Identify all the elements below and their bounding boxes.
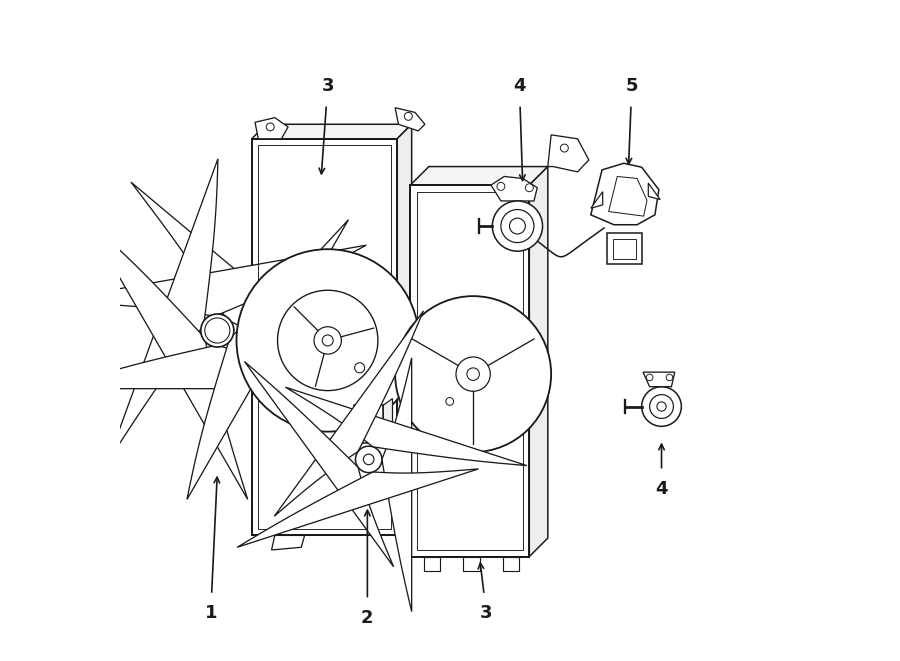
Polygon shape: [648, 183, 661, 200]
Circle shape: [237, 249, 418, 432]
Circle shape: [205, 318, 230, 343]
Circle shape: [456, 357, 491, 391]
Text: 5: 5: [626, 77, 638, 95]
Text: 2: 2: [361, 609, 374, 627]
Polygon shape: [590, 163, 659, 225]
Polygon shape: [503, 557, 519, 571]
Polygon shape: [395, 108, 425, 131]
Polygon shape: [529, 167, 548, 557]
Text: 3: 3: [480, 604, 492, 623]
Circle shape: [277, 290, 378, 391]
Polygon shape: [56, 345, 379, 389]
Circle shape: [404, 112, 412, 120]
Polygon shape: [464, 557, 480, 571]
Circle shape: [646, 374, 652, 381]
Circle shape: [509, 218, 526, 234]
Circle shape: [201, 314, 234, 347]
Polygon shape: [491, 176, 537, 201]
Polygon shape: [272, 535, 304, 550]
Polygon shape: [424, 557, 440, 571]
Polygon shape: [410, 167, 548, 185]
Text: 4: 4: [513, 77, 526, 95]
Polygon shape: [107, 159, 218, 463]
Text: 3: 3: [321, 77, 334, 95]
Polygon shape: [285, 387, 526, 465]
Polygon shape: [643, 372, 675, 387]
Circle shape: [356, 446, 382, 473]
Polygon shape: [131, 182, 378, 390]
Circle shape: [355, 363, 365, 373]
Polygon shape: [355, 405, 383, 443]
Circle shape: [364, 454, 374, 465]
Circle shape: [497, 182, 505, 190]
Circle shape: [501, 210, 534, 243]
Circle shape: [650, 395, 673, 418]
Text: 1: 1: [204, 604, 217, 623]
Polygon shape: [382, 358, 411, 611]
Circle shape: [642, 387, 681, 426]
Circle shape: [314, 327, 341, 354]
Circle shape: [526, 184, 534, 192]
Circle shape: [395, 296, 551, 452]
Circle shape: [666, 374, 673, 381]
Polygon shape: [255, 118, 288, 139]
Polygon shape: [237, 469, 479, 547]
Text: 4: 4: [655, 480, 668, 498]
Circle shape: [446, 397, 454, 405]
Circle shape: [657, 402, 666, 411]
Circle shape: [266, 123, 274, 131]
Polygon shape: [274, 311, 423, 516]
Polygon shape: [252, 124, 411, 139]
Polygon shape: [383, 399, 392, 443]
Circle shape: [209, 322, 226, 339]
Polygon shape: [410, 185, 529, 557]
Polygon shape: [548, 135, 589, 172]
Circle shape: [561, 144, 568, 152]
Polygon shape: [187, 219, 348, 500]
Polygon shape: [245, 362, 393, 566]
Circle shape: [492, 201, 543, 251]
Polygon shape: [397, 124, 411, 535]
Polygon shape: [590, 192, 603, 208]
Circle shape: [322, 335, 333, 346]
Polygon shape: [608, 233, 642, 264]
Polygon shape: [252, 139, 397, 535]
Circle shape: [467, 368, 480, 380]
Polygon shape: [86, 219, 248, 500]
Polygon shape: [49, 245, 366, 316]
